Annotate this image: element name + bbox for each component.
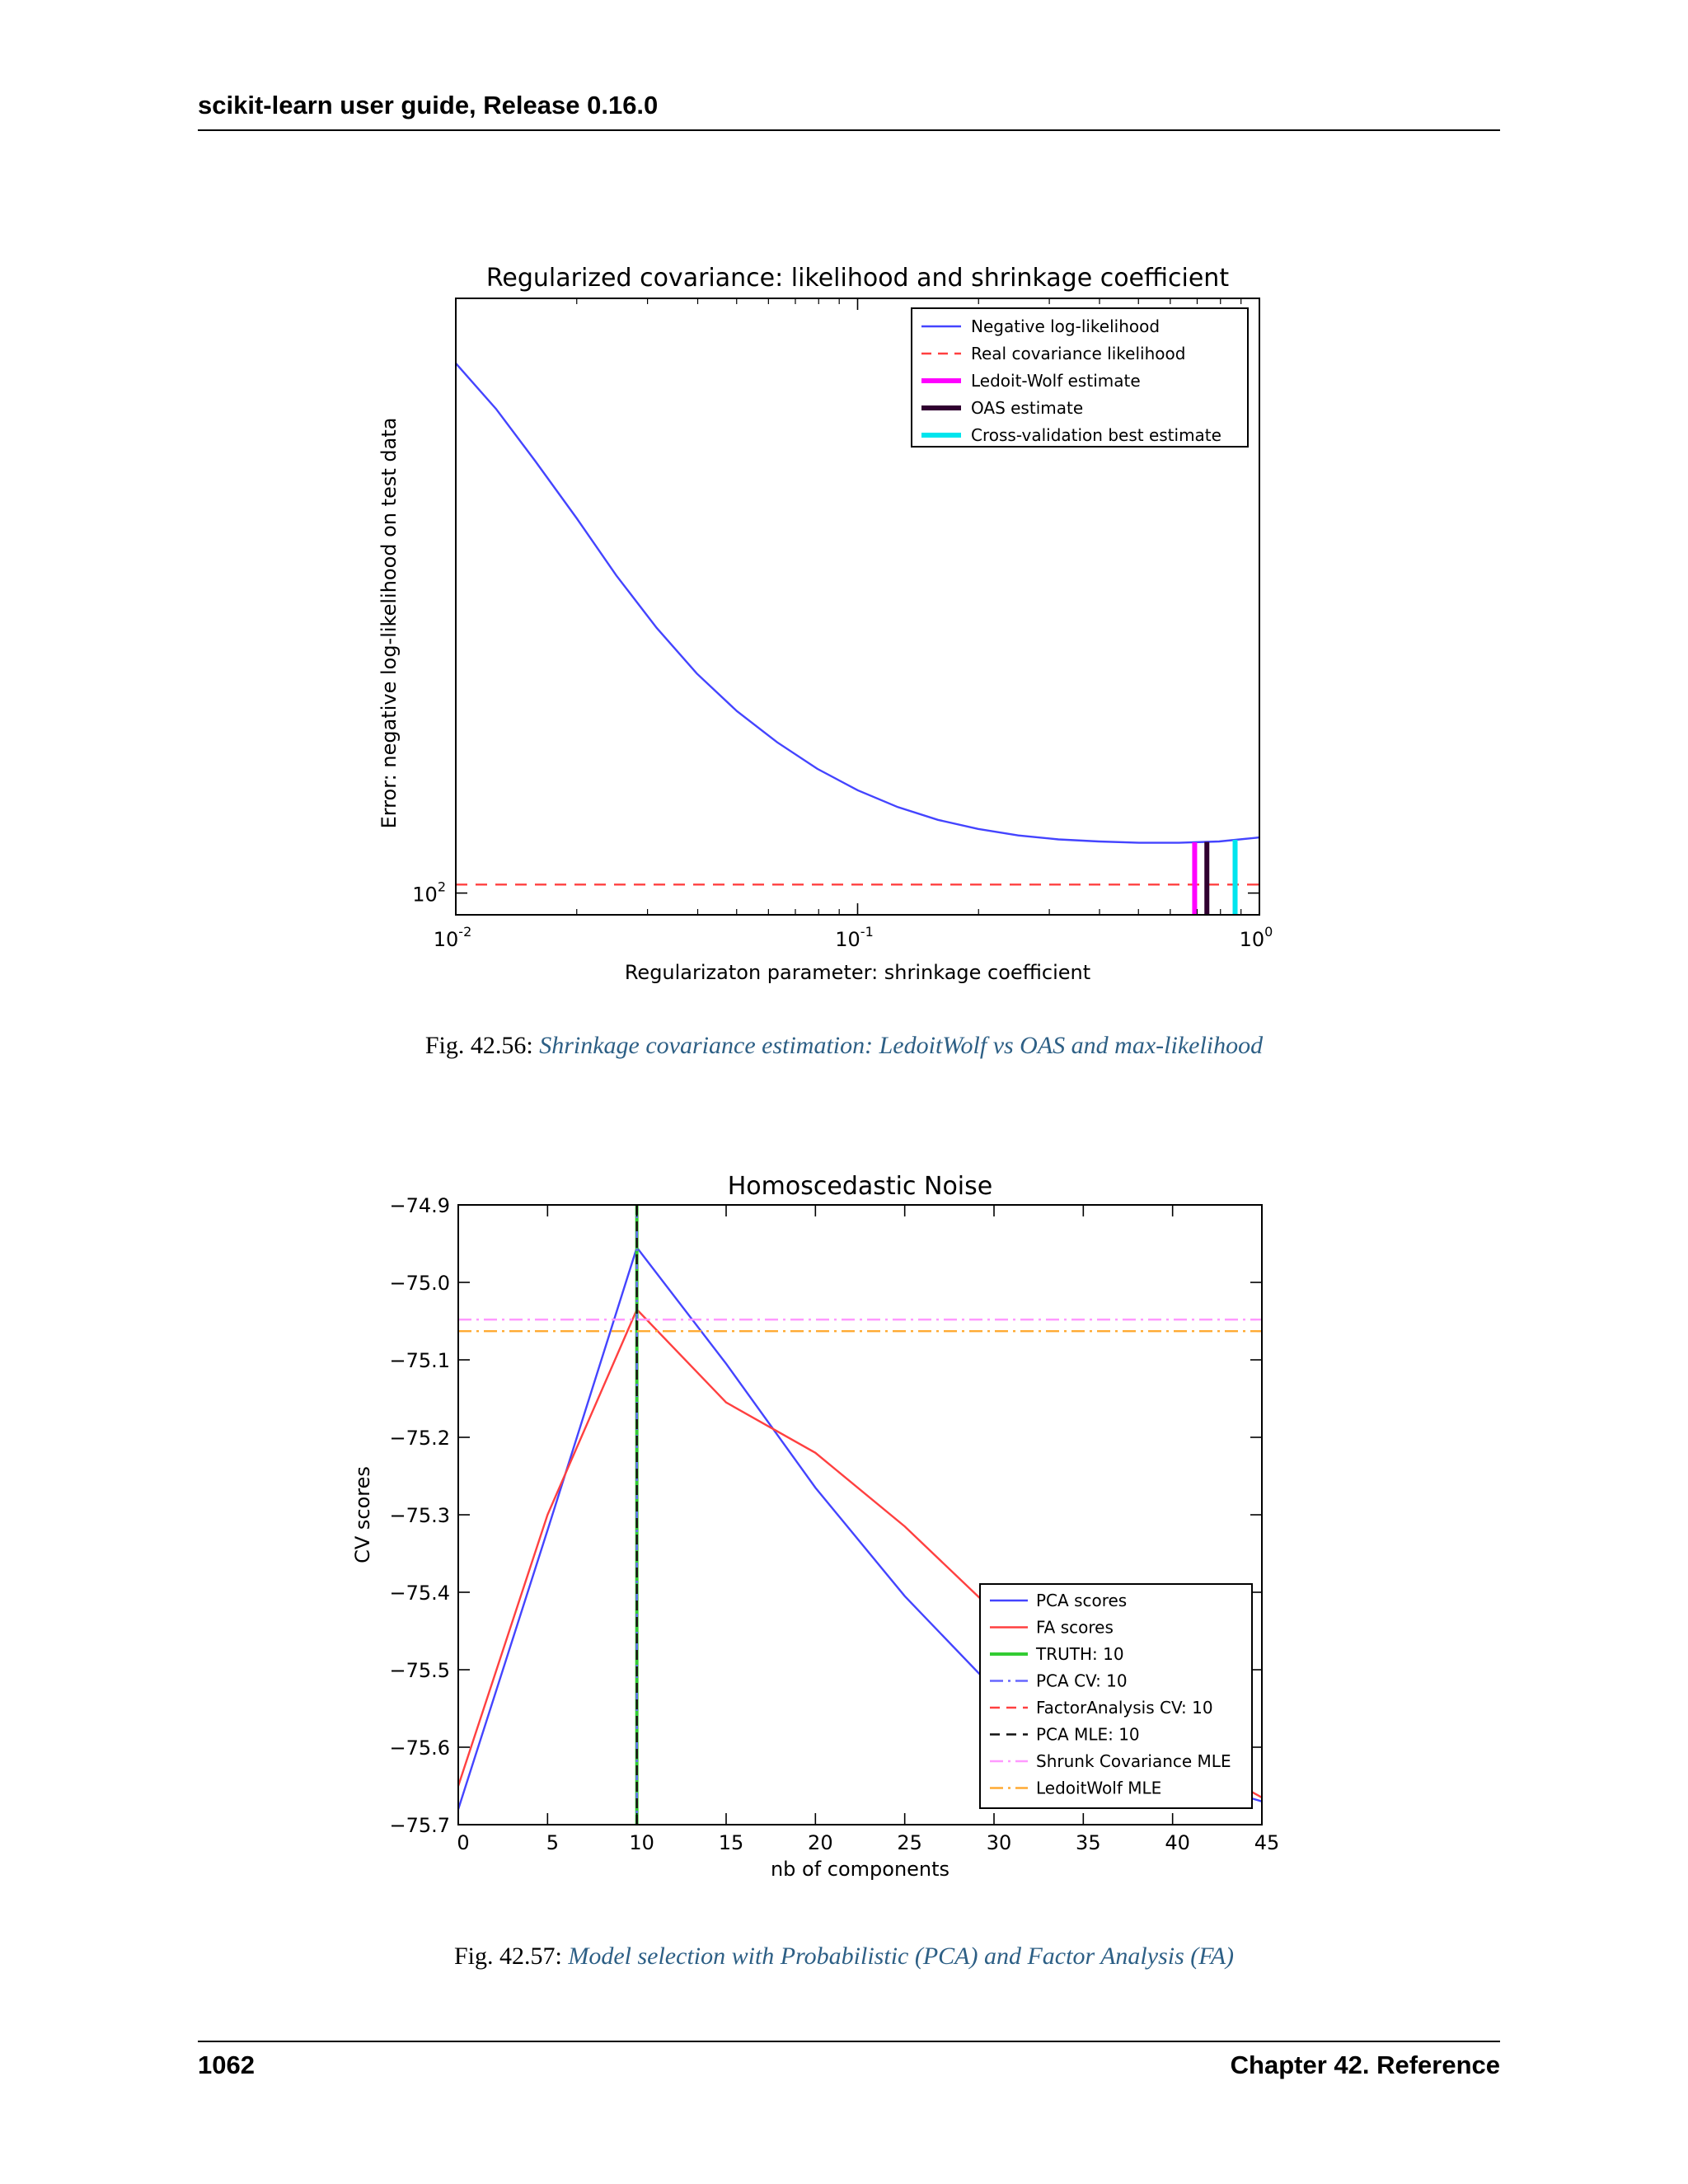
chart2-legend-label-factoranalysis-cv-10: FactorAnalysis CV: 10: [1036, 1698, 1213, 1718]
chart2-title: Homoscedastic Noise: [728, 1172, 992, 1201]
chart2-xtick-label: 0: [457, 1831, 469, 1854]
chart1-xtick-label: 10-2: [434, 924, 472, 951]
footer-rule: [198, 2041, 1500, 2042]
chart1-xlabel: Regularizaton parameter: shrinkage coeff…: [625, 961, 1090, 984]
chart2-legend-label-fa-scores: FA scores: [1036, 1618, 1114, 1638]
page-header-title: scikit-learn user guide, Release 0.16.0: [198, 91, 659, 120]
figure-shrinkage: Regularized covariance: likelihood and s…: [363, 247, 1319, 993]
chart2-ytick-label: −75.5: [389, 1659, 450, 1682]
figure-number-2: Fig. 42.57:: [453, 1943, 562, 1970]
chart2-ytick-label: −75.1: [389, 1349, 450, 1372]
chart2-legend-label-ledoitwolf-mle: LedoitWolf MLE: [1036, 1779, 1161, 1798]
figure-caption-2: Fig. 42.57: Model selection with Probabi…: [0, 1943, 1688, 1971]
chart1-legend-box: [911, 307, 1249, 448]
figure-caption-1: Fig. 42.56: Shrinkage covariance estimat…: [0, 1032, 1688, 1060]
chart2-ytick-label: −75.2: [389, 1427, 450, 1450]
page-number: 1062: [198, 2050, 255, 2079]
chart1-xtick-label: 100: [1240, 924, 1273, 951]
chart2-xtick-label: 10: [629, 1831, 654, 1854]
figure-caption-link-2[interactable]: Model selection with Probabilistic (PCA)…: [568, 1943, 1235, 1970]
chart2-legend-label-shrunk-covariance-mle: Shrunk Covariance MLE: [1036, 1751, 1231, 1771]
chart2-legend-box: [979, 1583, 1253, 1809]
header-rule: [198, 129, 1500, 131]
chart-shrinkage-covariance: Regularized covariance: likelihood and s…: [377, 264, 1273, 984]
chart1-series-negative-log-likelihood: [455, 363, 1260, 844]
chart1-legend-label-negative-log-likelihood: Negative log-likelihood: [971, 316, 1160, 336]
chart2-xtick-label: 5: [546, 1831, 559, 1854]
chart2-xtick-label: 45: [1254, 1831, 1280, 1854]
chart2-xlabel: nb of components: [771, 1858, 950, 1881]
chart2-legend-label-truth-10: TRUTH: 10: [1035, 1644, 1124, 1664]
chart1-legend-label-cross-validation-best-estimate: Cross-validation best estimate: [971, 425, 1221, 445]
chart1-legend-label-oas-estimate: OAS estimate: [971, 398, 1083, 418]
chart2-ytick-label: −75.0: [389, 1272, 450, 1295]
chart1-ytick-label: 102: [412, 879, 446, 907]
chart-homoscedastic-noise: Homoscedastic Noise 0 5 10 15 20 25 30 35 40 45 −74…: [351, 1172, 1280, 1881]
figure-number-1: Fig. 42.56:: [424, 1032, 533, 1059]
chart1-title: Regularized covariance: likelihood and s…: [486, 264, 1229, 293]
chart2-xtick-label: 25: [897, 1831, 922, 1854]
chart1-legend-label-real-covariance-likelihood: Real covariance likelihood: [971, 344, 1185, 363]
chart2-xtick-label: 40: [1165, 1831, 1190, 1854]
chart1-legend-label-ledoit-wolf-estimate: Ledoit-Wolf estimate: [971, 371, 1141, 391]
chart2-ylabel: CV scores: [351, 1466, 374, 1563]
chapter-title: Chapter 42. Reference: [1230, 2050, 1500, 2079]
figure-homoscedastic: Homoscedastic Noise 0 5 10 15 20 25 30 35 40 45 −74…: [346, 1154, 1319, 1900]
figure-caption-link-1[interactable]: Shrinkage covariance estimation: LedoitW…: [539, 1032, 1264, 1059]
chart2-ytick-label: −74.9: [389, 1194, 450, 1217]
chart2-ytick-label: −75.4: [389, 1582, 450, 1605]
chart1-xtick-label: 10-1: [835, 924, 874, 951]
chart2-ytick-label: −75.6: [389, 1736, 450, 1760]
chart2-ytick-label: −75.3: [389, 1504, 450, 1527]
chart2-xtick-label: 15: [719, 1831, 744, 1854]
chart1-ylabel: Error: negative log-likelihood on test d…: [377, 418, 401, 829]
chart2-xtick-label: 30: [987, 1831, 1012, 1854]
chart2-legend-label-pca-scores: PCA scores: [1036, 1591, 1127, 1610]
chart2-legend-label-pca-cv-10: PCA CV: 10: [1036, 1671, 1128, 1691]
chart2-ytick-label: −75.7: [389, 1814, 450, 1837]
chart2-legend-label-pca-mle-10: PCA MLE: 10: [1036, 1725, 1140, 1745]
chart2-xtick-label: 20: [808, 1831, 833, 1854]
chart2-xtick-label: 35: [1076, 1831, 1101, 1854]
